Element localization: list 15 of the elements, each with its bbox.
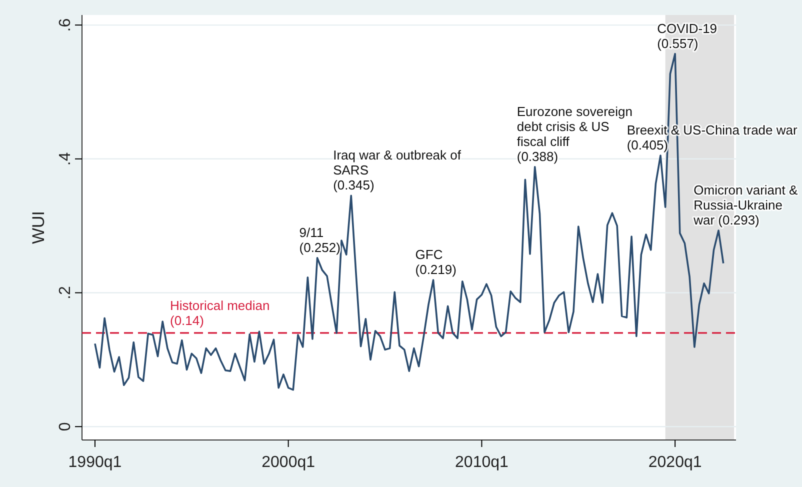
y-tick-label: .2 bbox=[57, 286, 74, 300]
x-tick-label: 2000q1 bbox=[262, 454, 316, 471]
annotation: Omicron variant & Russia-Ukraine war (0.293) bbox=[692, 182, 798, 228]
x-tick-label: 1990q1 bbox=[68, 454, 122, 471]
x-tick-label: 2020q1 bbox=[648, 454, 702, 471]
annotation: GFC (0.219) bbox=[415, 247, 456, 278]
ref-line-label: Historical median (0.14) bbox=[170, 298, 270, 328]
y-tick-label: .4 bbox=[57, 152, 74, 166]
y-axis-title: WUI bbox=[29, 210, 48, 244]
y-tick-label: .6 bbox=[57, 18, 74, 32]
annotation: COVID-19 (0.557) bbox=[657, 20, 718, 51]
x-tick-label: 2010q1 bbox=[455, 454, 509, 471]
annotation: Iraq war & outbreak of SARS (0.345) bbox=[333, 148, 462, 193]
y-tick-label: 0 bbox=[57, 422, 74, 432]
annotation: 9/11 (0.252) bbox=[299, 224, 340, 255]
